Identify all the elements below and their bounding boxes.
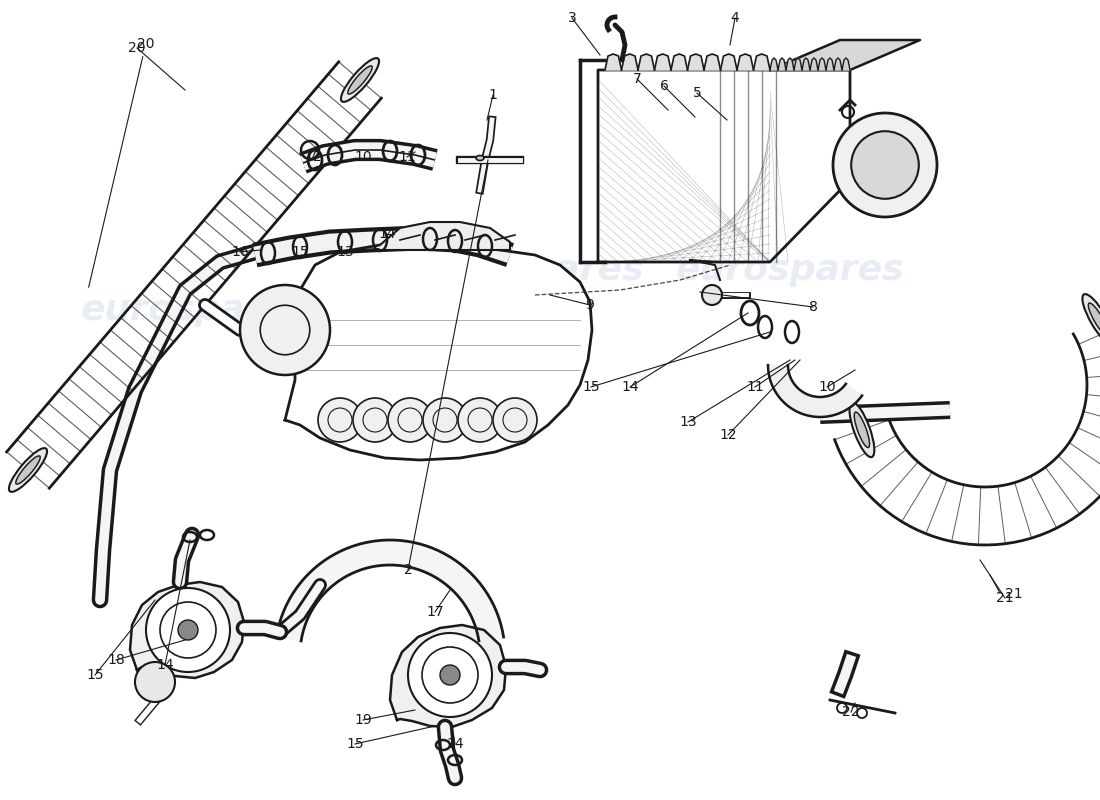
Text: 10: 10 (818, 380, 836, 394)
Polygon shape (130, 582, 244, 678)
Text: 13: 13 (337, 245, 354, 259)
Circle shape (702, 285, 722, 305)
Ellipse shape (476, 155, 484, 161)
Text: 15: 15 (292, 245, 309, 259)
Circle shape (458, 398, 502, 442)
Text: 3: 3 (568, 11, 576, 25)
Polygon shape (768, 365, 862, 417)
Text: 18: 18 (107, 653, 125, 667)
Text: 21: 21 (1005, 587, 1023, 601)
Polygon shape (704, 54, 720, 70)
Circle shape (837, 703, 847, 713)
Ellipse shape (341, 58, 380, 102)
Circle shape (440, 665, 460, 685)
Ellipse shape (348, 66, 372, 94)
Circle shape (408, 633, 492, 717)
Circle shape (135, 662, 175, 702)
Circle shape (178, 620, 198, 640)
Polygon shape (720, 54, 737, 70)
Text: 16: 16 (231, 245, 249, 259)
Text: 14: 14 (156, 658, 174, 672)
Text: 19: 19 (354, 713, 372, 727)
Polygon shape (390, 625, 506, 727)
Circle shape (353, 398, 397, 442)
Ellipse shape (849, 402, 875, 457)
Circle shape (424, 398, 468, 442)
Text: 15: 15 (346, 737, 364, 751)
Circle shape (851, 131, 918, 198)
Polygon shape (770, 40, 920, 70)
Circle shape (833, 113, 937, 217)
Text: 2: 2 (404, 563, 412, 577)
Text: eurospares: eurospares (675, 253, 904, 287)
Text: 14: 14 (447, 737, 464, 751)
Text: 11: 11 (398, 150, 416, 164)
Polygon shape (605, 54, 621, 70)
Polygon shape (654, 54, 671, 70)
Circle shape (388, 398, 432, 442)
Polygon shape (276, 540, 504, 641)
Polygon shape (379, 222, 510, 250)
Polygon shape (754, 54, 770, 70)
Polygon shape (671, 54, 688, 70)
Text: 7: 7 (632, 72, 641, 86)
Circle shape (857, 708, 867, 718)
Text: 1: 1 (488, 88, 497, 102)
Ellipse shape (9, 448, 47, 492)
Polygon shape (794, 58, 802, 70)
Ellipse shape (1088, 303, 1100, 336)
Ellipse shape (1082, 294, 1100, 345)
Polygon shape (688, 54, 704, 70)
Polygon shape (621, 54, 638, 70)
Text: 22: 22 (843, 705, 860, 719)
Text: 17: 17 (426, 605, 443, 619)
Text: 4: 4 (730, 11, 739, 25)
Polygon shape (598, 70, 850, 262)
Text: 14: 14 (378, 227, 396, 241)
Ellipse shape (15, 456, 41, 484)
Text: 21: 21 (997, 591, 1014, 605)
Polygon shape (826, 58, 834, 70)
Text: 10: 10 (354, 150, 372, 164)
Polygon shape (818, 58, 826, 70)
Text: 8: 8 (808, 300, 817, 314)
Text: eurospares: eurospares (80, 293, 309, 327)
Polygon shape (810, 58, 818, 70)
Text: 5: 5 (693, 86, 702, 100)
Polygon shape (638, 54, 654, 70)
Polygon shape (770, 58, 778, 70)
Text: 13: 13 (679, 415, 696, 429)
Polygon shape (737, 54, 754, 70)
Polygon shape (834, 58, 842, 70)
Polygon shape (778, 58, 786, 70)
Text: 12: 12 (719, 428, 737, 442)
Text: 20: 20 (129, 41, 145, 55)
Circle shape (493, 398, 537, 442)
Polygon shape (285, 242, 592, 460)
Text: 11: 11 (746, 380, 763, 394)
Text: 15: 15 (86, 668, 103, 682)
Polygon shape (786, 58, 794, 70)
Ellipse shape (855, 412, 869, 447)
Circle shape (240, 285, 330, 375)
Text: eurospares: eurospares (416, 253, 645, 287)
Text: 14: 14 (621, 380, 639, 394)
Text: 20: 20 (89, 37, 154, 287)
Text: 9: 9 (585, 298, 594, 312)
Polygon shape (802, 58, 810, 70)
Circle shape (146, 588, 230, 672)
Text: 12: 12 (305, 150, 322, 164)
Circle shape (318, 398, 362, 442)
Polygon shape (842, 58, 850, 70)
Text: 6: 6 (660, 79, 669, 93)
Text: 15: 15 (582, 380, 600, 394)
